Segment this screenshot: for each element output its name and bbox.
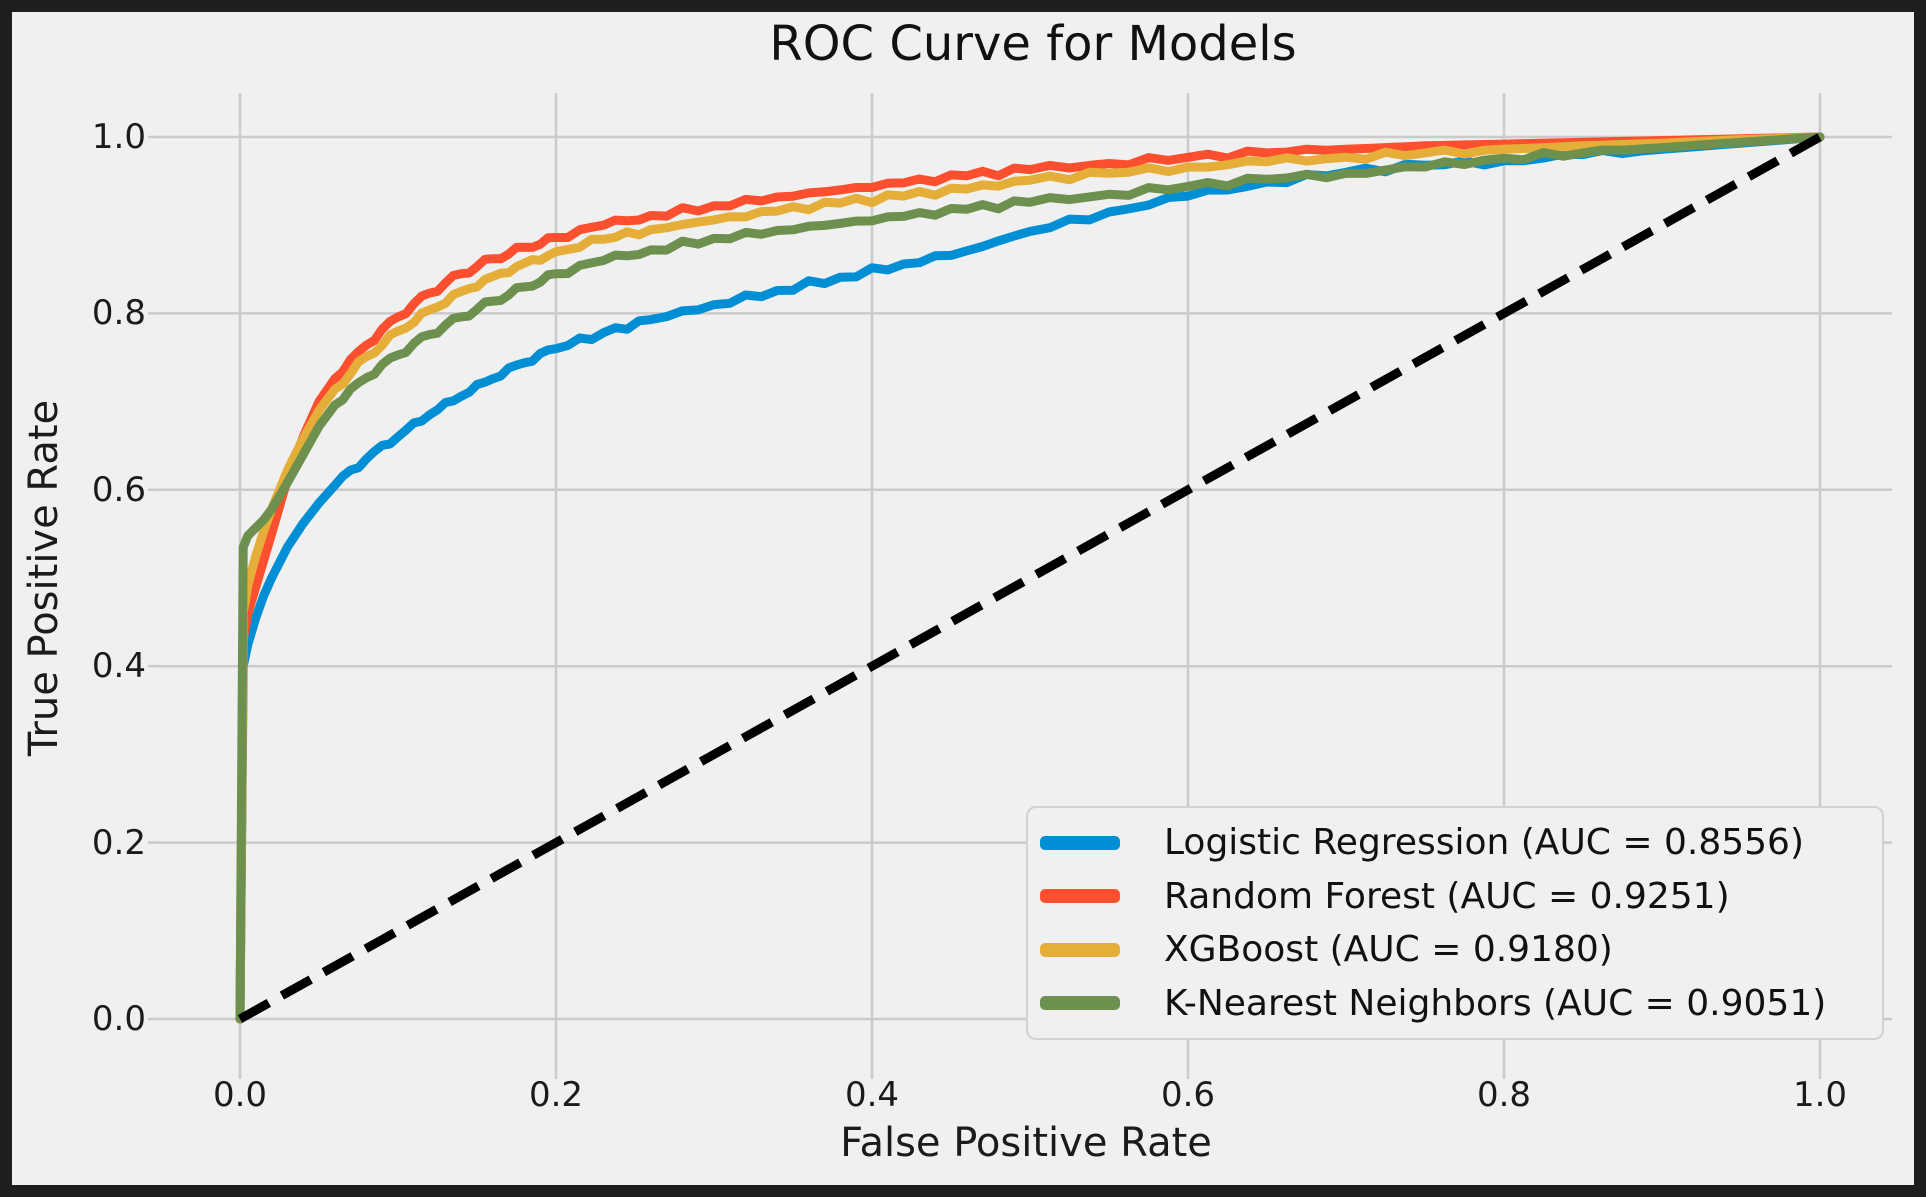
legend-label: XGBoost (AUC = 0.9180): [1164, 929, 1613, 971]
x-tick-label: 0.0: [212, 1075, 268, 1115]
x-tick-label: 0.2: [528, 1075, 584, 1115]
y-tick-label: 1.0: [91, 117, 146, 157]
roc-curve-k-nearest-neighbors: [235, 132, 1825, 1024]
y-tick-label: 0.0: [91, 999, 146, 1039]
legend-swatch-random-forest: [1040, 889, 1120, 904]
y-axis-label: True Positive Rate: [21, 399, 67, 757]
roc-curve-xgboost: [235, 132, 1825, 1024]
x-axis-label: False Positive Rate: [840, 1120, 1212, 1166]
chart-title: ROC Curve for Models: [769, 16, 1297, 72]
roc-curves: [235, 132, 1825, 1024]
y-tick-label: 0.2: [91, 823, 146, 863]
legend-item: Random Forest (AUC = 0.9251): [1028, 876, 1882, 917]
legend-label: K-Nearest Neighbors (AUC = 0.9051): [1164, 982, 1827, 1024]
legend-item: XGBoost (AUC = 0.9180): [1028, 929, 1882, 970]
x-tick-label: 1.0: [1792, 1075, 1848, 1115]
x-tick-label: 0.4: [844, 1075, 900, 1115]
legend-swatch-k-nearest-neighbors: [1040, 996, 1120, 1011]
y-tick-label: 0.4: [91, 646, 146, 686]
legend-swatch-logistic-regression: [1040, 835, 1120, 850]
legend: Logistic Regression (AUC = 0.8556) Rando…: [1026, 806, 1884, 1040]
x-tick-label: 0.8: [1476, 1075, 1532, 1115]
legend-label: Logistic Regression (AUC = 0.8556): [1164, 822, 1804, 864]
tick-marks: [148, 135, 1822, 1079]
legend-label: Random Forest (AUC = 0.9251): [1164, 875, 1730, 917]
legend-swatch-xgboost: [1040, 942, 1120, 957]
roc-curve-random-forest: [235, 132, 1825, 1024]
legend-item: K-Nearest Neighbors (AUC = 0.9051): [1028, 983, 1882, 1024]
legend-item: Logistic Regression (AUC = 0.8556): [1028, 822, 1882, 863]
y-tick-label: 0.6: [91, 470, 146, 510]
y-tick-label: 0.8: [91, 293, 146, 333]
x-tick-label: 0.6: [1160, 1075, 1216, 1115]
chance-diagonal-line: [237, 133, 1823, 1023]
